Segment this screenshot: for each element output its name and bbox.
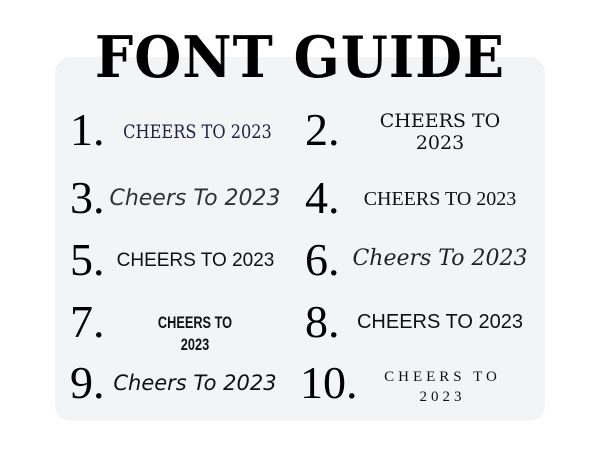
- font-sample: CHEERS TO 2023: [356, 311, 523, 333]
- font-sample: CHEERS TO 2023: [384, 369, 501, 405]
- item-number: 9.: [70, 357, 105, 408]
- item-number: 10.: [300, 357, 358, 408]
- background-panel: [55, 57, 545, 421]
- item-number: 3.: [70, 172, 105, 223]
- item-number: 1.: [70, 104, 105, 155]
- font-sample: Cheers To 2023: [113, 371, 277, 395]
- font-sample: CHEERS TO 2023: [123, 121, 272, 143]
- font-sample: CHEERS TO 2023: [379, 110, 501, 154]
- page-title: FONT GUIDE: [94, 23, 506, 91]
- item-number: 7.: [70, 296, 105, 347]
- item-number: 4.: [305, 172, 340, 223]
- font-sample: CHEERS TO 2023: [363, 188, 517, 210]
- item-number: 6.: [305, 234, 340, 285]
- font-sample: Cheers To 2023: [352, 246, 528, 271]
- font-sample: Cheers To 2023: [109, 186, 281, 211]
- item-number: 8.: [305, 296, 340, 347]
- font-sample: CHEERS TO 2023: [116, 250, 275, 271]
- item-number: 2.: [305, 104, 340, 155]
- item-number: 5.: [70, 234, 105, 285]
- font-sample: CHEERS TO 2023: [157, 313, 233, 354]
